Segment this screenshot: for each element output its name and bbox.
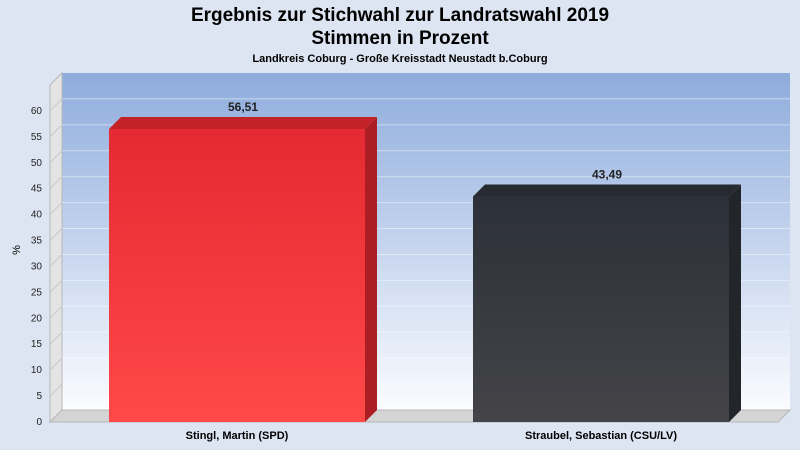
y-tick-label: 15	[31, 339, 43, 350]
gridline-side	[49, 202, 63, 215]
y-axis-ticks: 0 5 10 15 20 25 30 35 40 45 50 55 60	[31, 106, 43, 428]
gridline-side	[49, 176, 63, 190]
y-tick-label: 45	[31, 184, 43, 195]
gridline-side	[49, 280, 63, 293]
bar-side	[729, 184, 741, 422]
y-tick-label: 55	[31, 132, 43, 143]
y-axis-label: %	[11, 245, 23, 255]
y-tick-label: 35	[31, 236, 43, 247]
gridline-side	[49, 228, 63, 241]
category-label: Stingl, Martin (SPD)	[186, 430, 289, 442]
bar-top	[473, 184, 741, 197]
title-block: Ergebnis zur Stichwahl zur Landratswahl …	[0, 4, 800, 65]
y-tick-label: 10	[31, 365, 43, 376]
data-label: 56,51	[228, 100, 258, 114]
y-tick-label: 20	[31, 313, 43, 324]
plot-side-wall	[49, 71, 63, 424]
gridline-side	[49, 383, 63, 397]
category-labels: Stingl, Martin (SPD) Straubel, Sebastian …	[186, 430, 678, 442]
y-tick-label: 50	[31, 158, 43, 169]
gridline-side	[49, 305, 63, 319]
gridline-side	[49, 357, 63, 371]
y-tick-label: 0	[36, 417, 42, 428]
category-label: Straubel, Sebastian (CSU/LV)	[525, 430, 677, 442]
bar	[473, 196, 729, 422]
gridline-side	[49, 331, 63, 345]
bar-side	[365, 117, 377, 422]
y-tick-label: 40	[31, 210, 43, 221]
bars: 56,51 43,49	[109, 100, 741, 422]
bar	[109, 129, 365, 422]
chart-title-line1: Ergebnis zur Stichwahl zur Landratswahl …	[190, 5, 610, 26]
bar-top	[109, 117, 377, 130]
y-tick-label: 60	[31, 106, 43, 117]
data-label: 43,49	[592, 168, 622, 182]
chart-title-line2: Stimmen in Prozent	[311, 28, 489, 49]
y-tick-label: 5	[36, 391, 42, 402]
gridline-side	[49, 150, 63, 164]
chart-subtitle: Landkreis Coburg - Große Kreisstadt Neus…	[252, 53, 548, 65]
y-tick-label: 30	[31, 261, 43, 272]
y-tick-label: 25	[31, 287, 43, 298]
gridline-side	[49, 254, 63, 267]
gridline-side	[49, 124, 63, 138]
gridline-side	[49, 98, 63, 112]
